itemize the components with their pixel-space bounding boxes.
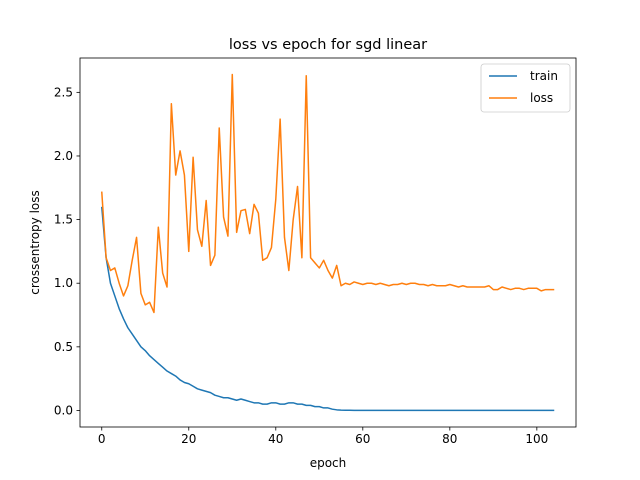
legend: train loss <box>480 63 571 113</box>
y-tick-label: 0.0 <box>54 403 73 417</box>
x-tick-label: 80 <box>442 432 457 446</box>
plot-frame <box>79 57 577 428</box>
y-axis-label: crossentropy loss <box>28 190 42 295</box>
y-tick-label: 1.5 <box>54 213 73 227</box>
x-tick-label: 100 <box>525 432 548 446</box>
chart-title: loss vs epoch for sgd linear <box>229 37 427 53</box>
y-tick-label: 0.5 <box>54 340 73 354</box>
x-tick-label: 20 <box>181 432 196 446</box>
y-tick-label: 2.0 <box>54 149 73 163</box>
x-tick-label: 40 <box>268 432 283 446</box>
x-axis-ticks: 0 20 40 60 80 100 <box>98 427 548 446</box>
x-axis-label: epoch <box>310 456 347 470</box>
series-line-loss <box>101 73 555 314</box>
legend-label-loss: loss <box>530 91 553 105</box>
y-axis-ticks: 0.0 0.5 1.0 1.5 2.0 2.5 <box>54 85 80 417</box>
series-line-train <box>101 206 555 412</box>
x-tick-label: 60 <box>355 432 370 446</box>
y-tick-label: 2.5 <box>54 85 73 99</box>
x-tick-label: 0 <box>98 432 106 446</box>
legend-label-train: train <box>530 69 558 83</box>
y-tick-label: 1.0 <box>54 276 73 290</box>
plot-area <box>79 57 577 428</box>
